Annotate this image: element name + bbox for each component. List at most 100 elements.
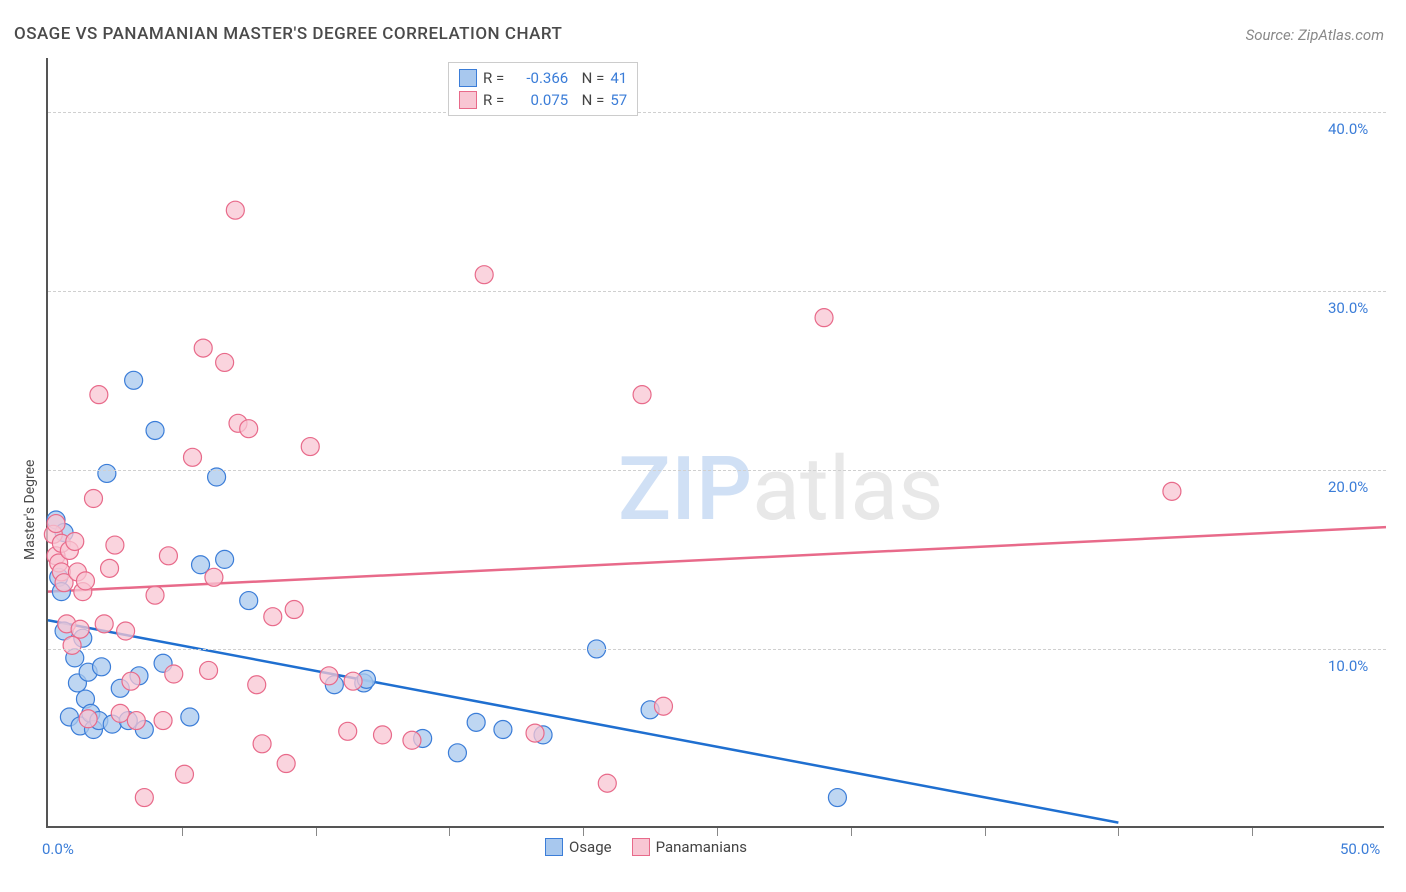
x-tick-mark — [717, 828, 718, 836]
data-point — [181, 708, 199, 726]
data-point — [815, 309, 833, 327]
data-point — [403, 731, 421, 749]
legend-n-label: N = — [574, 91, 604, 109]
data-point — [66, 532, 84, 550]
data-point — [475, 266, 493, 284]
data-point — [226, 201, 244, 219]
data-point — [285, 601, 303, 619]
data-point — [344, 672, 362, 690]
data-point — [264, 608, 282, 626]
data-point — [216, 353, 234, 371]
legend-swatch — [545, 838, 563, 856]
data-point — [248, 676, 266, 694]
data-point — [448, 744, 466, 762]
data-point — [93, 658, 111, 676]
legend-swatch — [459, 91, 477, 109]
x-tick-mark — [182, 828, 183, 836]
data-point — [339, 722, 357, 740]
y-tick-label: 40.0% — [1328, 120, 1368, 138]
x-tick-mark — [851, 828, 852, 836]
source-label: Source: ZipAtlas.com — [1246, 26, 1384, 44]
data-point — [146, 586, 164, 604]
trend-line — [48, 527, 1386, 591]
legend-r-value: 0.075 — [510, 91, 568, 109]
correlation-legend: R = -0.366 N = 41R = 0.075 N = 57 — [448, 62, 638, 116]
legend-swatch — [459, 69, 477, 87]
gridline-h — [48, 112, 1386, 113]
x-tick-mark — [583, 828, 584, 836]
x-tick-label: 50.0% — [1340, 840, 1380, 858]
data-point — [127, 712, 145, 730]
data-point — [71, 620, 89, 638]
data-point — [95, 615, 113, 633]
x-tick-mark — [449, 828, 450, 836]
x-tick-mark — [1252, 828, 1253, 836]
data-point — [154, 712, 172, 730]
x-tick-mark — [1118, 828, 1119, 836]
data-point — [122, 672, 140, 690]
data-point — [63, 636, 81, 654]
data-point — [117, 622, 135, 640]
data-point — [175, 765, 193, 783]
data-point — [320, 667, 338, 685]
data-point — [106, 536, 124, 554]
data-point — [374, 726, 392, 744]
legend-r-label: R = — [483, 69, 504, 87]
data-point — [654, 697, 672, 715]
data-point — [84, 490, 102, 508]
data-point — [467, 713, 485, 731]
data-point — [90, 386, 108, 404]
data-point — [205, 568, 223, 586]
data-point — [135, 789, 153, 807]
legend-row: R = 0.075 N = 57 — [459, 89, 627, 111]
data-point — [47, 515, 65, 533]
chart-svg — [48, 58, 1386, 828]
data-point — [216, 550, 234, 568]
data-point — [277, 755, 295, 773]
data-point — [146, 421, 164, 439]
x-tick-mark — [316, 828, 317, 836]
data-point — [111, 704, 129, 722]
data-point — [253, 735, 271, 753]
gridline-h — [48, 649, 1386, 650]
data-point — [101, 559, 119, 577]
y-tick-label: 10.0% — [1328, 657, 1368, 675]
data-point — [1163, 482, 1181, 500]
data-point — [165, 665, 183, 683]
x-tick-label: 0.0% — [42, 840, 74, 858]
data-point — [598, 774, 616, 792]
legend-row: R = -0.366 N = 41 — [459, 67, 627, 89]
data-point — [159, 547, 177, 565]
data-point — [79, 710, 97, 728]
y-tick-label: 30.0% — [1328, 299, 1368, 317]
legend-n-value: 41 — [610, 69, 627, 87]
data-point — [76, 572, 94, 590]
series-legend: Osage Panamanians — [545, 838, 747, 856]
chart-title: OSAGE VS PANAMANIAN MASTER'S DEGREE CORR… — [14, 24, 562, 44]
legend-n-value: 57 — [610, 91, 627, 109]
legend-item: Panamanians — [632, 838, 747, 856]
data-point — [200, 661, 218, 679]
data-point — [526, 724, 544, 742]
data-point — [184, 448, 202, 466]
y-axis-label: Master's Degree — [22, 460, 38, 560]
data-point — [494, 721, 512, 739]
data-point — [98, 464, 116, 482]
data-point — [240, 420, 258, 438]
trend-line — [48, 620, 1118, 822]
legend-r-value: -0.366 — [510, 69, 568, 87]
data-point — [240, 592, 258, 610]
gridline-h — [48, 470, 1386, 471]
data-point — [828, 789, 846, 807]
legend-n-label: N = — [574, 69, 604, 87]
data-point — [125, 371, 143, 389]
y-tick-label: 20.0% — [1328, 478, 1368, 496]
data-point — [194, 339, 212, 357]
legend-label: Osage — [569, 838, 612, 856]
data-point — [301, 438, 319, 456]
legend-item: Osage — [545, 838, 612, 856]
x-tick-mark — [985, 828, 986, 836]
plot-area: ZIPatlas — [46, 58, 1384, 828]
legend-label: Panamanians — [656, 838, 747, 856]
legend-r-label: R = — [483, 91, 504, 109]
